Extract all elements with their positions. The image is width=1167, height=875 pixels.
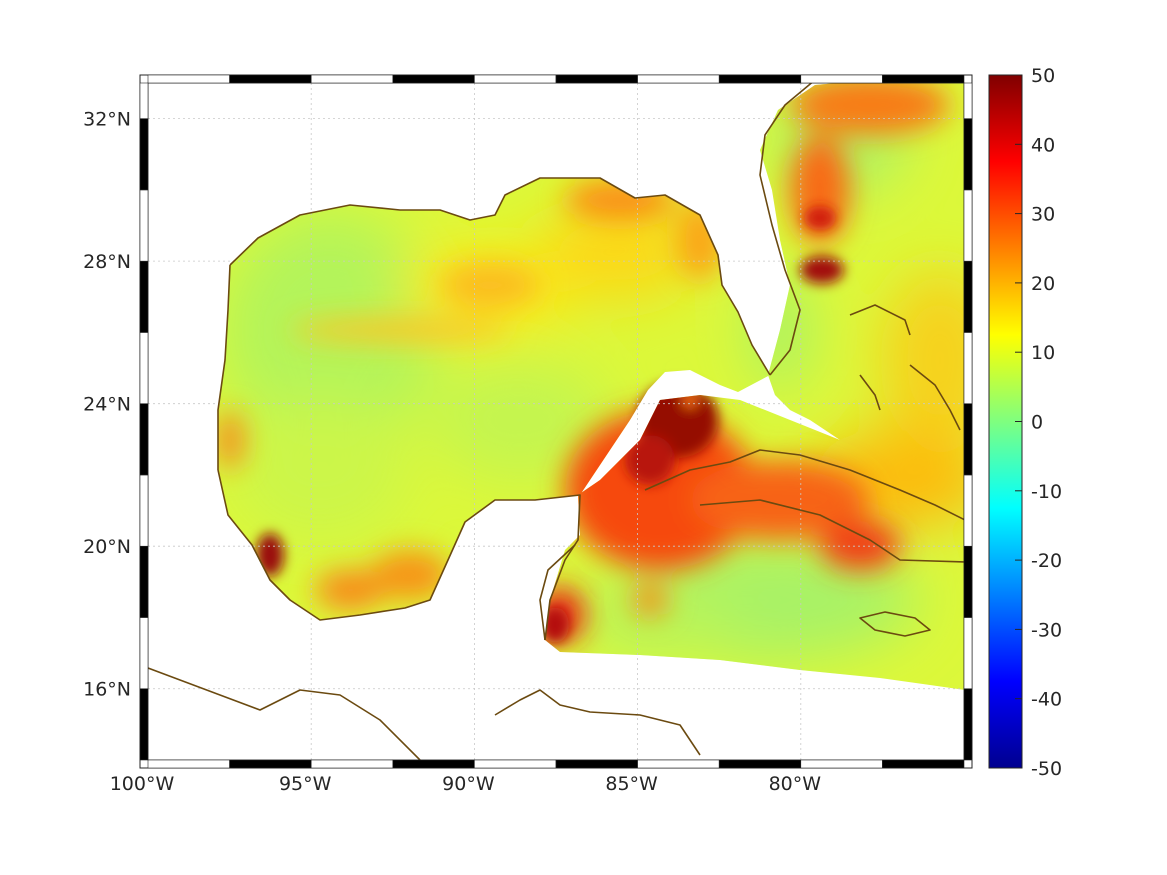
frame-segment-bottom-3 <box>392 759 475 769</box>
frame-segment-bottom-5 <box>555 759 638 769</box>
y-tick-label-4: 32°N <box>83 109 131 131</box>
colorbar-tick-label-10: -50 <box>1031 758 1062 780</box>
frame-segment-top-9 <box>882 74 965 84</box>
frame-segment-right-9 <box>963 82 973 119</box>
frame-segment-left-3 <box>139 474 149 547</box>
frame-segment-right-2 <box>963 545 973 618</box>
frame-segment-top-1 <box>229 74 312 84</box>
y-tick-label-2: 24°N <box>83 394 131 416</box>
frame-segment-right-3 <box>963 474 973 547</box>
frame-segment-bottom-6 <box>637 759 720 769</box>
y-tick-label-1: 20°N <box>83 536 131 558</box>
frame-segment-right-6 <box>963 260 973 333</box>
yucatan-east <box>539 544 576 641</box>
coastlines <box>148 83 964 760</box>
grid-lines <box>148 83 964 760</box>
frame-segment-right-8 <box>963 118 973 191</box>
frame-segment-top-0 <box>147 74 230 84</box>
x-tick-label-3: 85°W <box>605 773 658 795</box>
colorbar-tick-label-3: 20 <box>1031 273 1055 295</box>
colorbar-tick-label-6: -10 <box>1031 481 1062 503</box>
frame-segment-top-5 <box>555 74 638 84</box>
frame-segment-right-7 <box>963 189 973 262</box>
frame-segment-left-0 <box>139 688 149 761</box>
y-tick-label-3: 28°N <box>83 251 131 273</box>
frame-segment-left-6 <box>139 260 149 333</box>
frame-segment-right-1 <box>963 617 973 690</box>
cuba <box>644 449 964 563</box>
frame-segment-right-0 <box>963 688 973 761</box>
florida-atlantic-coast <box>759 83 813 376</box>
x-tick-label-2: 90°W <box>442 773 495 795</box>
frame-segment-top-3 <box>392 74 475 84</box>
frame-segment-bottom-9 <box>882 759 965 769</box>
gulf-coast <box>217 177 771 641</box>
central-america <box>148 667 701 760</box>
frame-segment-left-5 <box>139 332 149 404</box>
frame-segment-bottom-1 <box>229 759 312 769</box>
frame-segment-bottom-0 <box>147 759 230 769</box>
colorbar-tick-label-7: -20 <box>1031 550 1062 572</box>
colorbar-tick-label-5: 0 <box>1031 412 1043 434</box>
colorbar-ticks: 50 40 30 20 10 0 -10 -20 -30 -40 -50 <box>1015 65 1062 780</box>
colorbar-tick-label-8: -30 <box>1031 619 1062 641</box>
frame-segment-right-5 <box>963 332 973 404</box>
y-axis-ticks: 16°N 20°N 24°N 28°N 32°N <box>83 109 131 701</box>
frame-segment-top-8 <box>800 74 883 84</box>
frame-segment-top-2 <box>310 74 394 84</box>
colorbar-tick-label-4: 10 <box>1031 342 1055 364</box>
x-tick-label-0: 100°W <box>110 773 175 795</box>
x-axis-ticks: 100°W 95°W 90°W 85°W 80°W <box>110 773 822 795</box>
frame-segment-top-6 <box>637 74 720 84</box>
frame-segment-left-4 <box>139 403 149 476</box>
x-tick-label-4: 80°W <box>769 773 822 795</box>
frame-segment-right-4 <box>963 403 973 476</box>
frame-segment-bottom-7 <box>718 759 802 769</box>
frame-segment-left-1 <box>139 617 149 690</box>
jamaica <box>859 611 931 637</box>
frame-segment-left-8 <box>139 118 149 191</box>
frame-segment-bottom-2 <box>310 759 394 769</box>
colorbar-tick-label-0: 50 <box>1031 65 1055 87</box>
map-frame <box>139 74 973 769</box>
colorbar-tick-label-2: 30 <box>1031 204 1055 226</box>
frame-segment-bottom-4 <box>474 759 557 769</box>
y-tick-label-0: 16°N <box>83 679 131 701</box>
frame-segment-left-7 <box>139 189 149 262</box>
colorbar-tick-label-1: 40 <box>1031 134 1055 156</box>
frame-segment-top-7 <box>718 74 802 84</box>
frame-segment-top-4 <box>474 74 557 84</box>
x-tick-label-1: 95°W <box>279 773 332 795</box>
frame-segment-bottom-8 <box>800 759 883 769</box>
bahamas <box>849 304 961 431</box>
frame-segment-left-2 <box>139 545 149 618</box>
frame-segment-left-9 <box>139 82 149 119</box>
colorbar-tick-label-9: -40 <box>1031 689 1062 711</box>
